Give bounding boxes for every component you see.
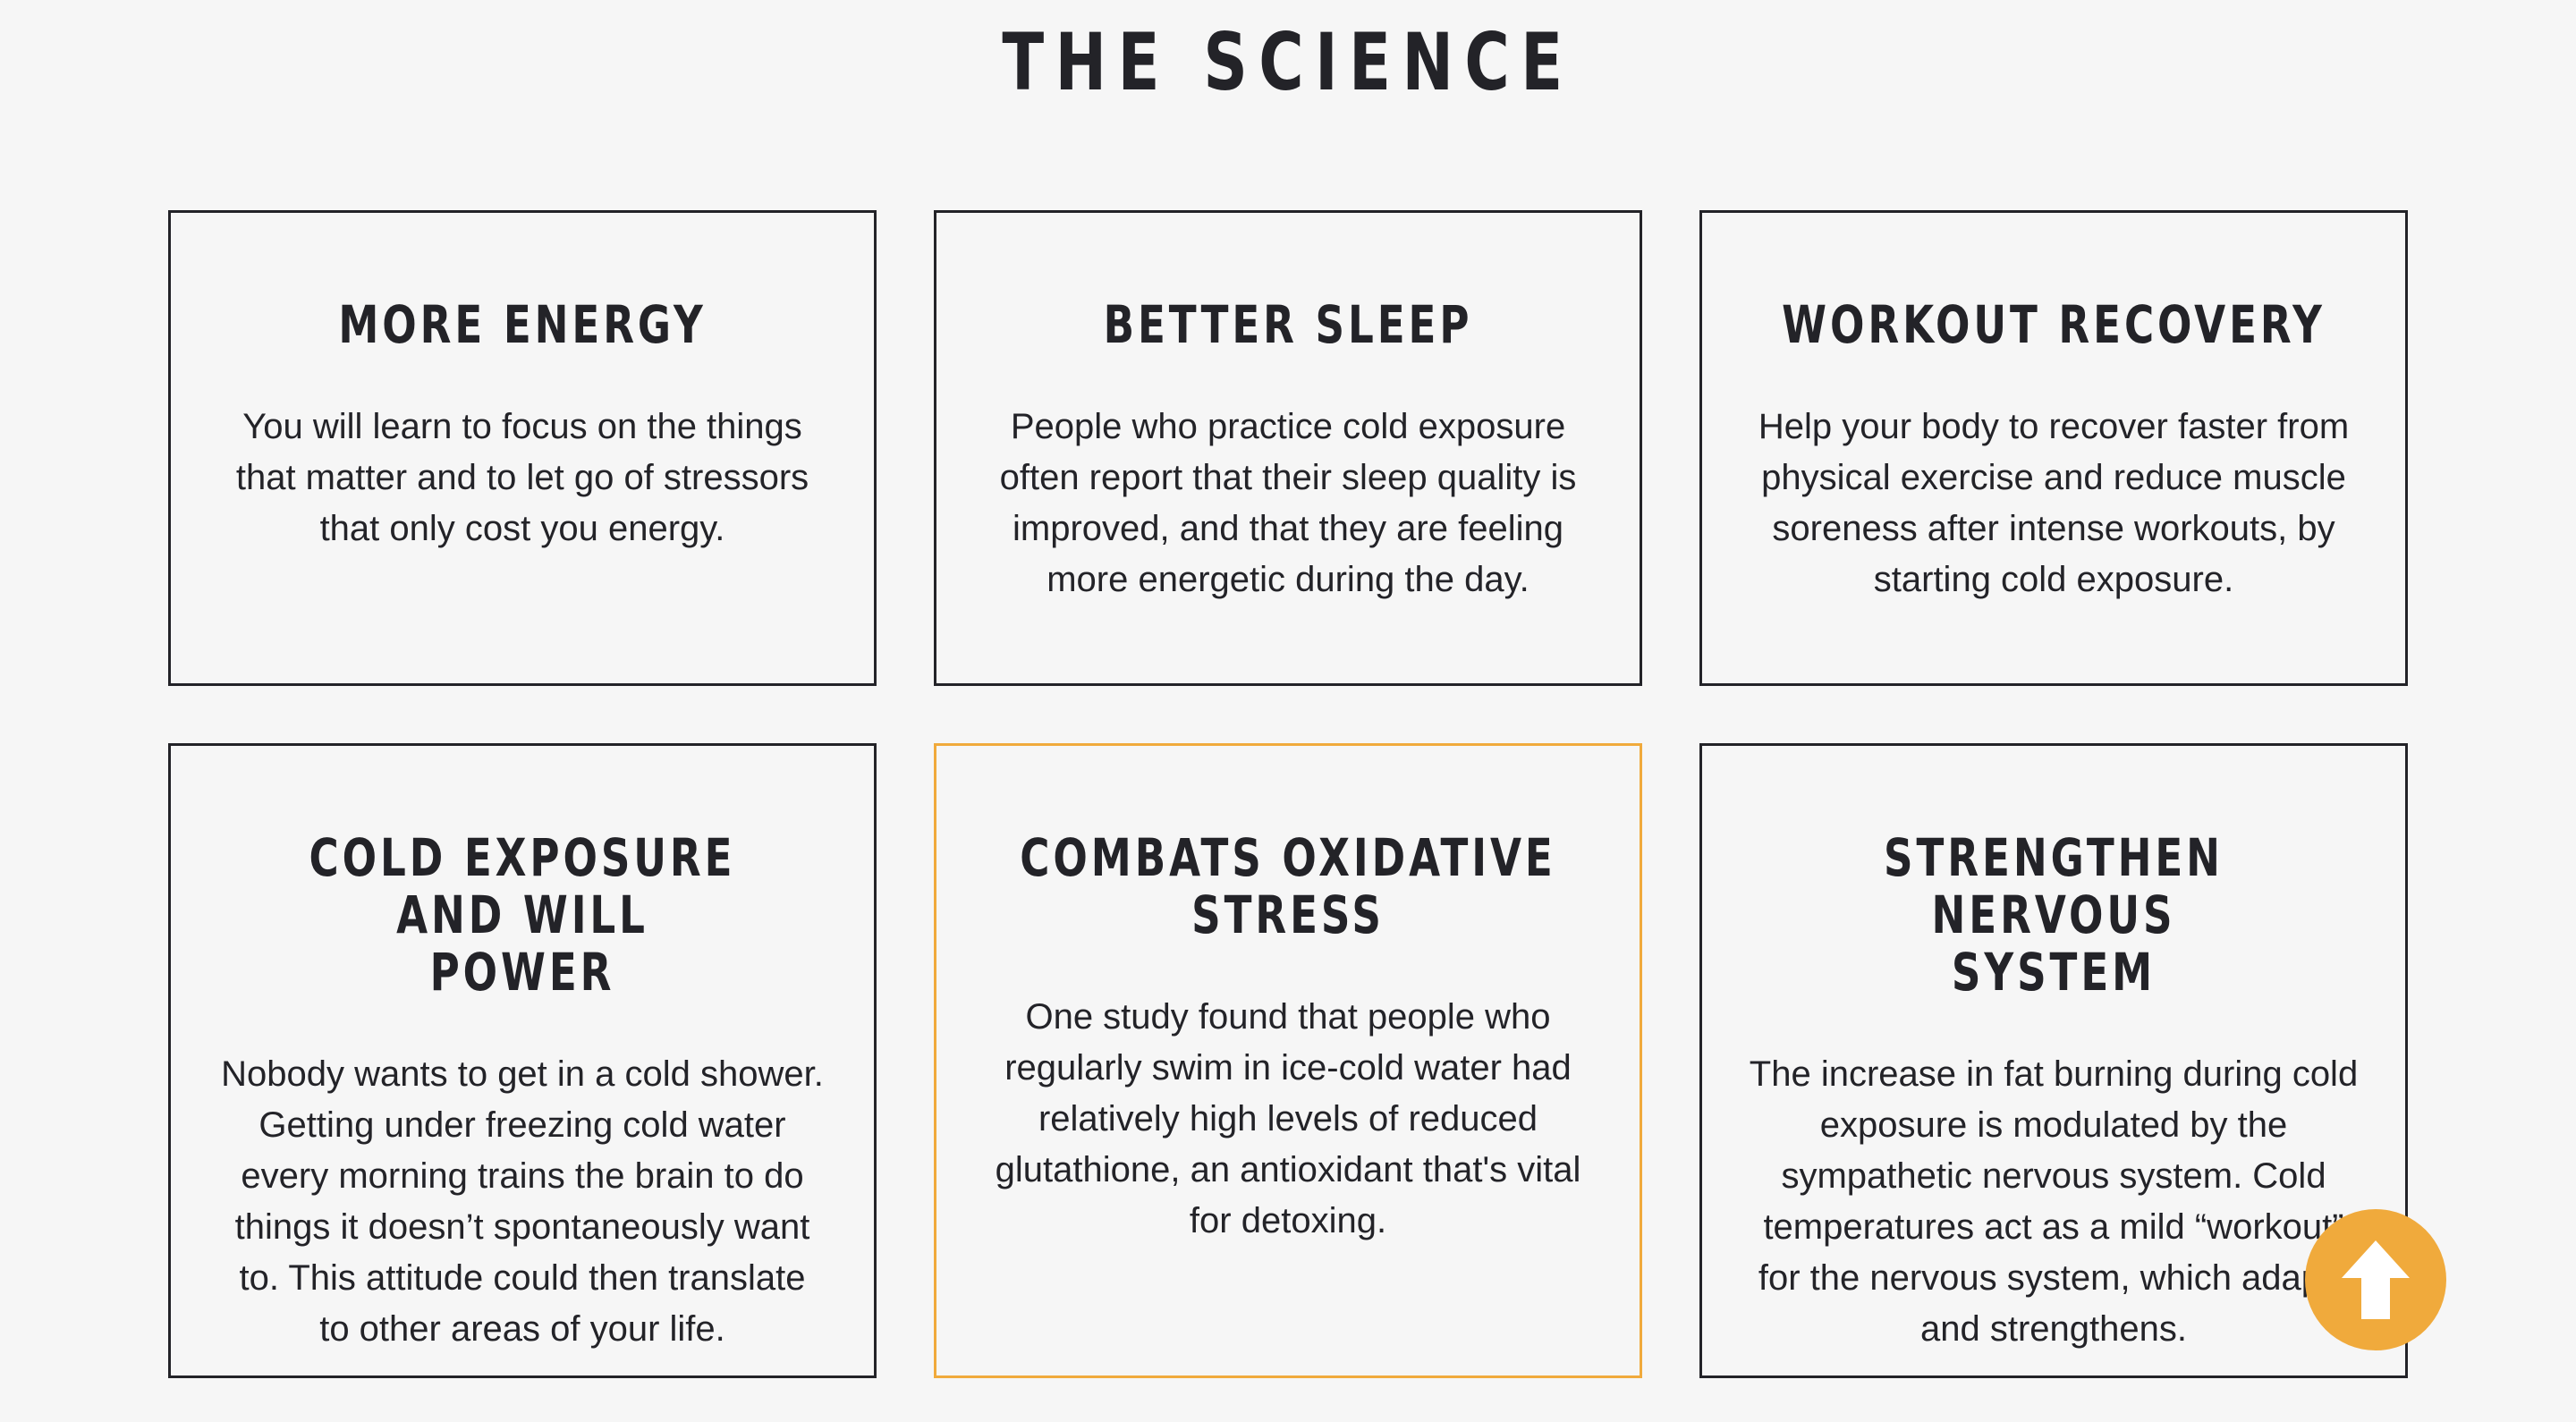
card-strengthen-nervous-system: STRENGTHEN NERVOUS SYSTEM The increase i… (1699, 743, 2408, 1378)
card-more-energy: MORE ENERGY You will learn to focus on t… (168, 210, 877, 686)
card-cold-exposure-will-power: COLD EXPOSURE AND WILL POWER Nobody want… (168, 743, 877, 1378)
arrow-up-icon (2340, 1239, 2411, 1321)
card-title: COMBATS OXIDATIVE STRESS (1020, 827, 1556, 945)
card-text: People who practice cold exposure often … (999, 407, 1577, 599)
card-title: COLD EXPOSURE AND WILL POWER (309, 827, 736, 1003)
card-title: WORKOUT RECOVERY (1782, 294, 2326, 355)
card-title: BETTER SLEEP (1103, 294, 1473, 355)
card-text: The increase in fat burning during cold … (1749, 1054, 2359, 1349)
card-text: Nobody wants to get in a cold shower. Ge… (221, 1054, 824, 1349)
card-combats-oxidative-stress[interactable]: COMBATS OXIDATIVE STRESS One study found… (934, 743, 1642, 1378)
card-title: MORE ENERGY (338, 294, 707, 355)
card-workout-recovery: WORKOUT RECOVERY Help your body to recov… (1699, 210, 2408, 686)
card-title: STRENGTHEN NERVOUS SYSTEM (1884, 827, 2224, 1003)
card-better-sleep: BETTER SLEEP People who practice cold ex… (934, 210, 1642, 686)
card-text: Help your body to recover faster from ph… (1758, 407, 2350, 599)
page-title: THE SCIENCE (1002, 16, 1574, 108)
scroll-to-top-button[interactable] (2305, 1209, 2446, 1350)
card-text: You will learn to focus on the things th… (235, 407, 809, 548)
card-text: One study found that people who regularl… (995, 997, 1581, 1240)
